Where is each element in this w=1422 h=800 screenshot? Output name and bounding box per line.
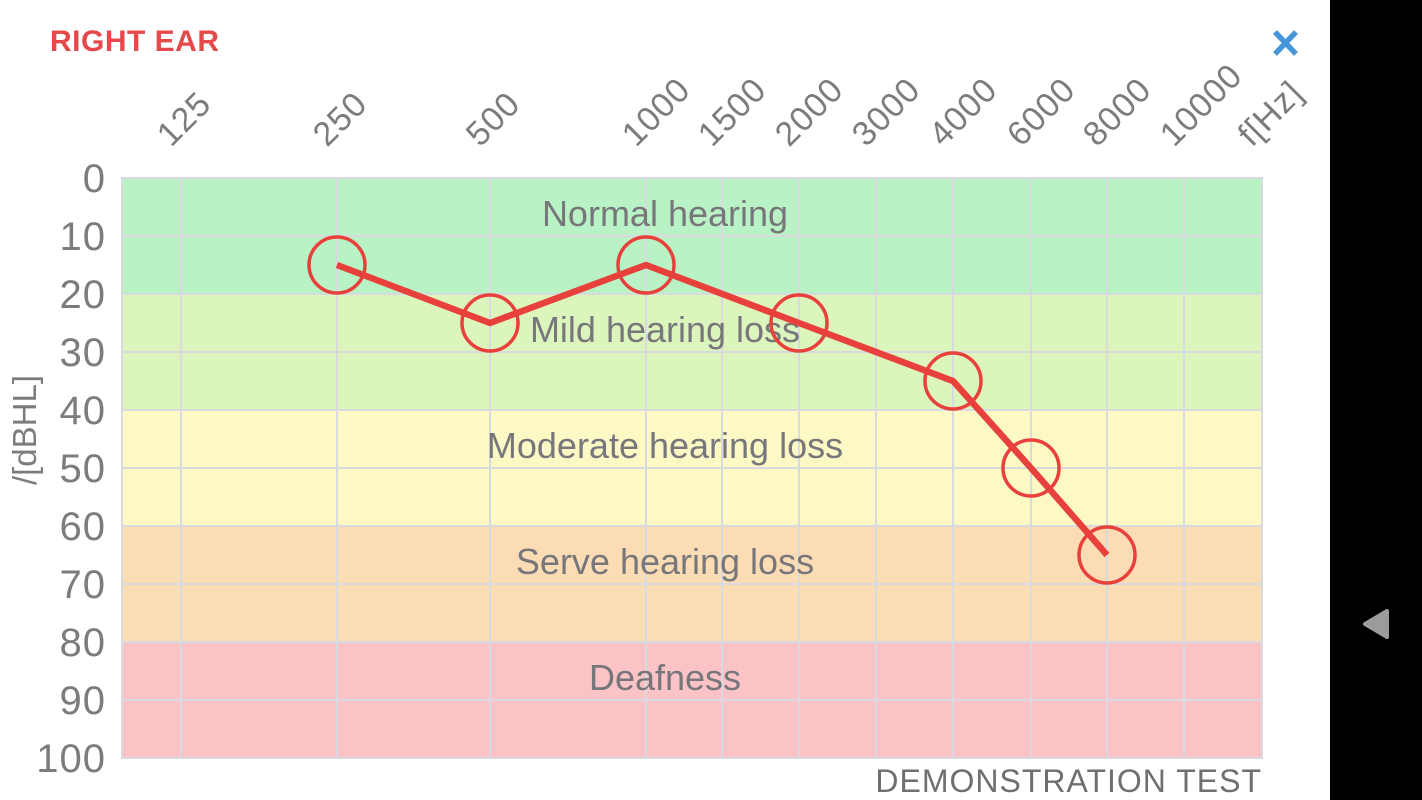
- home-button[interactable]: [1370, 380, 1382, 392]
- y-axis-tick-label: 20: [60, 273, 107, 317]
- y-axis-tick-label: 40: [60, 389, 107, 433]
- x-axis-tick-label: 4000: [922, 70, 1005, 153]
- y-axis-tick-label: 100: [36, 737, 106, 781]
- y-axis-title: /[dBHL]: [6, 375, 43, 485]
- recents-button[interactable]: [1370, 158, 1382, 170]
- triangle-left-icon: [1363, 609, 1389, 639]
- plot-border: [121, 177, 1263, 759]
- y-axis-tick-label: 10: [60, 215, 107, 259]
- x-axis-tick-label: 125: [150, 85, 219, 154]
- audiogram-chart-canvas: Normal hearing Mild hearing loss Moderate …: [6, 56, 1311, 799]
- y-axis-tick-label: 50: [60, 447, 107, 491]
- x-axis-tick-label: 8000: [1076, 70, 1159, 153]
- close-button[interactable]: [1264, 22, 1306, 64]
- x-axis-tick-label: 1000: [615, 70, 698, 153]
- close-icon: [1273, 30, 1298, 56]
- series-line-right-ear: [335, 261, 1110, 558]
- zone-label-1: Mild hearing loss: [530, 309, 800, 350]
- y-axis-tick-label: 80: [60, 621, 107, 665]
- y-axis-tick-label: 30: [60, 331, 107, 375]
- zone-label-0: Normal hearing: [542, 193, 788, 234]
- data-point-right-ear-250hz[interactable]: [307, 235, 367, 295]
- y-axis-tick-label: 0: [83, 157, 106, 201]
- data-point-right-ear-8000hz[interactable]: [1077, 525, 1137, 585]
- android-navigation-bar: [1330, 0, 1422, 800]
- demonstration-test-label: DEMONSTRATION TEST: [875, 763, 1262, 799]
- x-axis-tick-label: 10000: [1153, 56, 1250, 153]
- zone-label-3: Serve hearing loss: [516, 541, 814, 582]
- x-axis-tick-label: 250: [306, 85, 375, 154]
- x-axis-tick-label: 500: [459, 85, 528, 154]
- x-axis-tick-label: 3000: [845, 70, 928, 153]
- x-axis-tick-label: 6000: [1000, 70, 1083, 153]
- data-point-right-ear-6000hz[interactable]: [1001, 438, 1061, 498]
- page-title: RIGHT EAR: [50, 25, 220, 58]
- x-axis-tick-label: 2000: [768, 70, 851, 153]
- y-axis-tick-label: 60: [60, 505, 107, 549]
- y-axis-tick-label: 90: [60, 679, 107, 723]
- zone-label-4: Deafness: [589, 657, 741, 698]
- back-button[interactable]: [1355, 601, 1397, 650]
- zone-label-2: Moderate hearing loss: [487, 425, 843, 466]
- data-point-right-ear-4000hz[interactable]: [923, 351, 983, 411]
- data-point-right-ear-500hz[interactable]: [460, 293, 520, 353]
- data-point-right-ear-1000hz[interactable]: [616, 235, 676, 295]
- data-point-right-ear-2000hz[interactable]: [769, 293, 829, 353]
- y-axis-tick-label: 70: [60, 563, 107, 607]
- x-axis-tick-label: 1500: [691, 70, 774, 153]
